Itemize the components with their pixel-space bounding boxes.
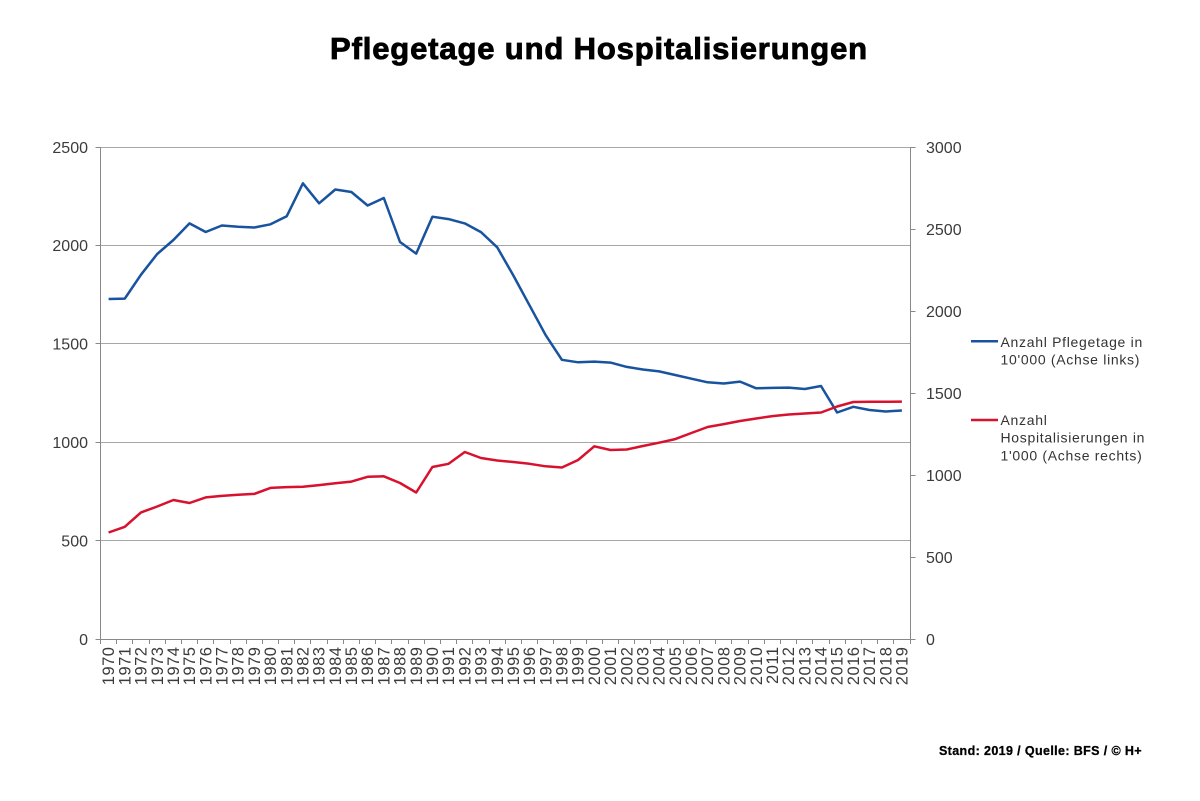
svg-text:1988: 1988 (392, 647, 410, 686)
svg-text:1000: 1000 (52, 435, 88, 452)
svg-text:3000: 3000 (926, 140, 962, 157)
svg-text:2000: 2000 (586, 647, 604, 686)
svg-text:1987: 1987 (375, 647, 393, 686)
svg-text:2002: 2002 (618, 647, 636, 686)
svg-text:1984: 1984 (327, 647, 345, 686)
svg-text:2017: 2017 (861, 647, 879, 686)
svg-text:2008: 2008 (715, 647, 733, 686)
svg-text:2000: 2000 (926, 304, 962, 321)
svg-text:1980: 1980 (262, 647, 280, 686)
svg-text:1971: 1971 (116, 647, 134, 686)
svg-text:1973: 1973 (149, 647, 167, 686)
svg-text:1'000 (Achse rechts): 1'000 (Achse rechts) (1001, 447, 1143, 463)
svg-text:1000: 1000 (926, 468, 962, 485)
svg-text:1989: 1989 (408, 647, 426, 686)
svg-text:Anzahl: Anzahl (1001, 412, 1048, 428)
svg-text:1986: 1986 (359, 647, 377, 686)
svg-text:2500: 2500 (926, 222, 962, 239)
svg-text:0: 0 (926, 632, 935, 649)
svg-text:2006: 2006 (683, 647, 701, 686)
svg-text:1997: 1997 (537, 647, 555, 686)
svg-text:2010: 2010 (748, 647, 766, 686)
svg-text:1998: 1998 (554, 647, 572, 686)
svg-text:2014: 2014 (813, 647, 831, 686)
svg-text:Stand: 2019 / Quelle: BFS / ©: Stand: 2019 / Quelle: BFS / © H+ (939, 744, 1142, 758)
svg-text:1991: 1991 (440, 647, 458, 686)
svg-text:1974: 1974 (165, 647, 183, 686)
svg-text:2016: 2016 (845, 647, 863, 686)
svg-text:2013: 2013 (796, 647, 814, 686)
svg-text:10'000 (Achse links): 10'000 (Achse links) (1001, 352, 1141, 368)
svg-text:2018: 2018 (877, 647, 895, 686)
svg-text:2011: 2011 (764, 647, 782, 684)
svg-text:2500: 2500 (52, 140, 88, 157)
svg-text:2005: 2005 (667, 647, 685, 686)
svg-text:1994: 1994 (489, 647, 507, 686)
svg-text:1975: 1975 (181, 647, 199, 686)
svg-text:1979: 1979 (246, 647, 264, 686)
svg-text:1977: 1977 (214, 647, 232, 686)
svg-text:500: 500 (926, 550, 953, 567)
svg-text:1995: 1995 (505, 647, 523, 686)
svg-text:1999: 1999 (570, 647, 588, 686)
svg-text:1500: 1500 (52, 337, 88, 354)
svg-text:Pflegetage und Hospitalisierun: Pflegetage und Hospitalisierungen (330, 31, 868, 66)
svg-text:2012: 2012 (780, 647, 798, 686)
svg-text:1982: 1982 (295, 647, 313, 686)
svg-text:2009: 2009 (732, 647, 750, 686)
svg-text:2015: 2015 (829, 647, 847, 686)
svg-text:1978: 1978 (230, 647, 248, 686)
svg-text:2004: 2004 (651, 647, 669, 686)
svg-text:1993: 1993 (473, 647, 491, 686)
svg-text:2001: 2001 (602, 647, 620, 686)
svg-text:1992: 1992 (456, 647, 474, 686)
svg-text:2000: 2000 (52, 238, 88, 255)
svg-text:1985: 1985 (343, 647, 361, 686)
svg-text:1983: 1983 (311, 647, 329, 686)
svg-text:500: 500 (61, 533, 88, 550)
svg-text:1976: 1976 (197, 647, 215, 686)
svg-text:2003: 2003 (635, 647, 653, 686)
svg-text:Anzahl Pflegetage in: Anzahl Pflegetage in (1001, 334, 1143, 350)
svg-text:1972: 1972 (133, 647, 151, 686)
svg-text:2007: 2007 (699, 647, 717, 686)
svg-text:1970: 1970 (100, 647, 118, 686)
svg-text:0: 0 (79, 632, 88, 649)
svg-text:2019: 2019 (894, 647, 912, 686)
svg-text:1990: 1990 (424, 647, 442, 686)
svg-text:1981: 1981 (278, 647, 296, 686)
svg-text:1500: 1500 (926, 386, 962, 403)
svg-text:1996: 1996 (521, 647, 539, 686)
svg-text:Hospitalisierungen in: Hospitalisierungen in (1001, 430, 1146, 446)
